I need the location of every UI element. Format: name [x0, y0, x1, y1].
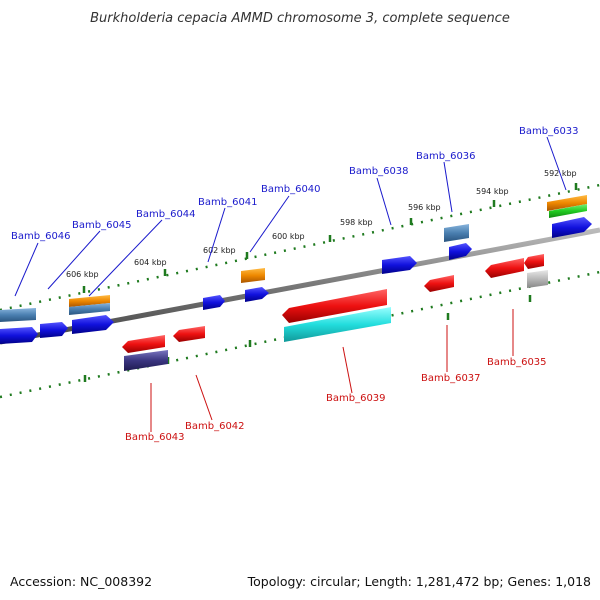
callout-line [443, 161, 453, 213]
gene-feature-red[interactable] [424, 275, 454, 292]
tick-label: 596 kbp [408, 203, 441, 212]
gene-feature-steel[interactable] [0, 308, 36, 322]
tick-label: 594 kbp [476, 187, 509, 196]
gene-feature-blue[interactable] [203, 295, 225, 310]
gene-label[interactable]: Bamb_6041 [198, 197, 258, 208]
gene-label[interactable]: Bamb_6039 [326, 393, 386, 404]
lower-callout-lines [150, 309, 514, 432]
upper-callout-lines [14, 136, 567, 297]
accession-text: Accession: NC_008392 [10, 574, 152, 589]
gene-feature-blue[interactable] [245, 287, 269, 302]
gene-label[interactable]: Bamb_6037 [421, 373, 481, 384]
gene-feature-cyan[interactable] [284, 307, 391, 342]
callout-line [195, 374, 213, 421]
gene-feature-red[interactable] [485, 258, 524, 278]
gene-feature-blue[interactable] [40, 322, 68, 338]
tick-label: 600 kbp [272, 232, 305, 241]
callout-line [88, 219, 163, 297]
callout-line [546, 136, 567, 191]
gene-label[interactable]: Bamb_6046 [11, 231, 71, 242]
gene-feature-red[interactable] [173, 326, 205, 342]
gene-feature-blue[interactable] [0, 327, 38, 344]
callout-line [342, 346, 353, 394]
gene-feature-steel[interactable] [69, 303, 110, 315]
gene-label[interactable]: Bamb_6042 [185, 421, 245, 432]
gene-feature-orange[interactable] [241, 268, 265, 283]
gene-label[interactable]: Bamb_6035 [487, 357, 547, 368]
callout-line [207, 207, 226, 263]
gene-feature-blue[interactable] [382, 256, 417, 274]
gene-feature-steel[interactable] [444, 224, 469, 242]
tick-label: 606 kbp [66, 270, 99, 279]
gene-label[interactable]: Bamb_6036 [416, 151, 476, 162]
gene-label[interactable]: Bamb_6043 [125, 432, 185, 443]
gene-feature-blue[interactable] [552, 217, 592, 238]
gene-label[interactable]: Bamb_6044 [136, 209, 196, 220]
callout-line [376, 177, 392, 226]
gene-feature-red[interactable] [122, 335, 165, 353]
tick-label: 602 kbp [203, 246, 236, 255]
gene-feature-red[interactable] [524, 254, 544, 269]
callout-line [14, 242, 39, 297]
callout-line [249, 195, 290, 253]
gene-label[interactable]: Bamb_6040 [261, 184, 321, 195]
gene-label[interactable]: Bamb_6033 [519, 126, 579, 137]
lower-scale-track [0, 270, 600, 399]
tick-label: 604 kbp [134, 258, 167, 267]
upper-major-ticks [82, 183, 578, 293]
gene-feature-purple[interactable] [124, 350, 168, 371]
gene-label[interactable]: Bamb_6045 [72, 220, 132, 231]
gene-feature-gray[interactable] [527, 270, 548, 288]
gene-label[interactable]: Bamb_6038 [349, 166, 409, 177]
gene-feature-red[interactable] [282, 289, 387, 323]
callout-line [47, 230, 101, 290]
gene-feature-green[interactable] [549, 204, 587, 218]
map-title: Burkholderia cepacia AMMD chromosome 3, … [90, 11, 510, 26]
gene-feature-blue[interactable] [449, 243, 472, 260]
gene-feature-blue[interactable] [72, 315, 114, 334]
tick-label: 598 kbp [340, 218, 373, 227]
gene-feature-orange[interactable] [547, 195, 587, 211]
upper-scale-track [0, 183, 600, 312]
topology-text: Topology: circular; Length: 1,281,472 bp… [247, 574, 591, 589]
